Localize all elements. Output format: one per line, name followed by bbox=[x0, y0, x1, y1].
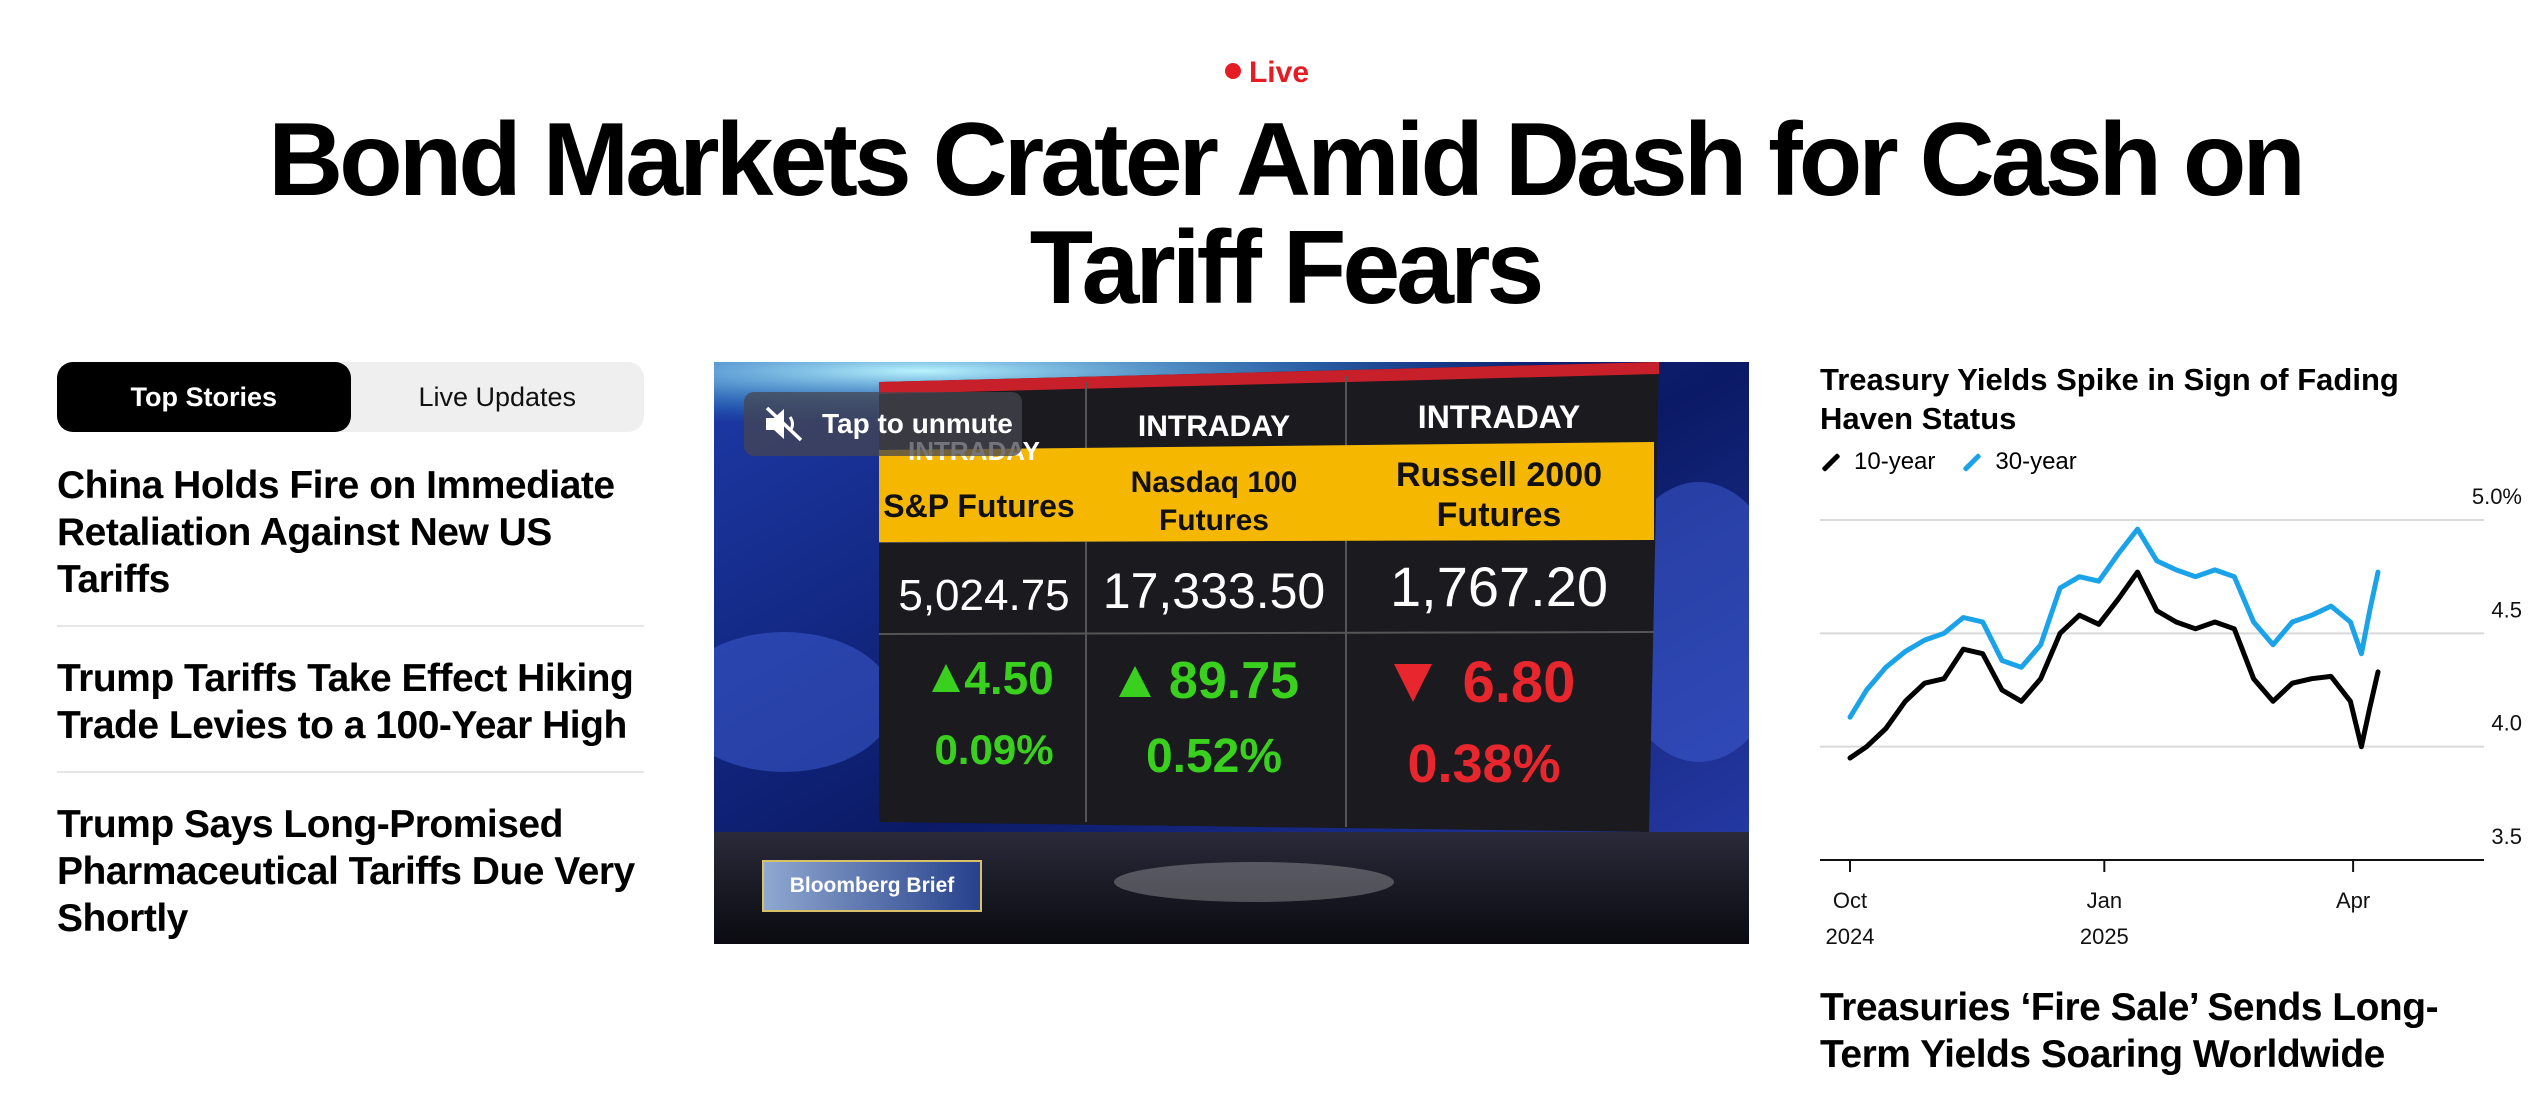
y-tick-label: 5.0% bbox=[2472, 484, 2522, 509]
board-price: 5,024.75 bbox=[898, 571, 1069, 620]
yield-chart: 5.0% 4.5 4.0 3.5 Oct 2024 Jan 2025 Apr bbox=[1820, 484, 2522, 949]
board-col-name: Nasdaq 100 bbox=[1131, 466, 1298, 499]
board-col-name: Futures bbox=[1437, 496, 1562, 534]
live-indicator: Live bbox=[0, 56, 2534, 90]
x-tick-sublabel: 2025 bbox=[2080, 924, 2129, 949]
y-tick-label: 3.5 bbox=[2491, 824, 2522, 849]
y-tick-label: 4.0 bbox=[2491, 711, 2522, 736]
legend-swatch bbox=[1821, 452, 1841, 472]
legend-item: 10-year bbox=[1820, 448, 1935, 476]
board-price: 17,333.50 bbox=[1103, 563, 1325, 619]
tab-top-stories[interactable]: Top Stories bbox=[57, 362, 351, 432]
x-tick-label: Apr bbox=[2336, 888, 2370, 913]
board-pct: 0.38% bbox=[1407, 734, 1560, 794]
unmute-label: Tap to unmute bbox=[822, 408, 1013, 439]
board-change: 89.75 bbox=[1169, 652, 1299, 710]
series-line-30-year bbox=[1847, 526, 2381, 720]
board-change: 4.50 bbox=[964, 652, 1054, 704]
bloomberg-brief-tag: Bloomberg Brief bbox=[762, 860, 982, 912]
board-col-header: INTRADAY bbox=[1138, 410, 1290, 443]
series-line-10-year bbox=[1847, 569, 2381, 761]
legend-swatch bbox=[1962, 452, 1982, 472]
live-dot-icon bbox=[1224, 63, 1241, 79]
x-tick-sublabel: 2024 bbox=[1826, 924, 1875, 949]
video-player[interactable]: INTRADAY INTRADAY INTRADAY S&P Futures N… bbox=[714, 362, 1749, 944]
story-list: China Holds Fire on Immediate Retaliatio… bbox=[57, 462, 644, 992]
y-tick-label: 4.5 bbox=[2491, 597, 2522, 622]
unmute-button[interactable]: Tap to unmute bbox=[744, 392, 1022, 456]
story-link[interactable]: Trump Tariffs Take Effect Hiking Trade L… bbox=[57, 655, 644, 773]
live-label: Live bbox=[1248, 56, 1310, 89]
board-pct: 0.09% bbox=[934, 726, 1053, 773]
legend-item: 30-year bbox=[1961, 448, 2077, 476]
legend-label: 10-year bbox=[1854, 448, 1936, 475]
sub-headline[interactable]: Treasuries ‘Fire Sale’ Sends Long-Term Y… bbox=[1820, 986, 2439, 1076]
chart-title[interactable]: Treasury Yields Spike in Sign of Fading … bbox=[1820, 362, 2399, 436]
board-col-name: Futures bbox=[1159, 504, 1269, 537]
board-col-name: Russell 2000 bbox=[1396, 456, 1602, 494]
speaker-muted-icon bbox=[765, 406, 803, 442]
story-tabs: Top Stories Live Updates bbox=[57, 362, 644, 432]
x-tick-label: Oct bbox=[1833, 888, 1867, 913]
down-arrow-icon bbox=[1394, 664, 1432, 702]
chart-legend: 10-year 30-year bbox=[1820, 448, 2103, 476]
video-frame: INTRADAY INTRADAY INTRADAY S&P Futures N… bbox=[714, 362, 1749, 944]
x-tick-label: Jan bbox=[2087, 888, 2122, 913]
up-arrow-icon bbox=[932, 664, 960, 692]
page-headline[interactable]: Bond Markets Crater Amid Dash for Cash o… bbox=[268, 102, 2306, 326]
story-link[interactable]: China Holds Fire on Immediate Retaliatio… bbox=[57, 462, 644, 627]
legend-label: 30-year bbox=[1995, 448, 2077, 475]
board-price: 1,767.20 bbox=[1390, 555, 1608, 618]
up-arrow-icon bbox=[1119, 666, 1151, 697]
story-link[interactable]: Trump Says Long-Promised Pharmaceutical … bbox=[57, 803, 635, 940]
board-pct: 0.52% bbox=[1146, 730, 1282, 783]
tab-live-updates[interactable]: Live Updates bbox=[418, 381, 577, 412]
board-col-name: S&P Futures bbox=[883, 488, 1074, 524]
board-col-header: INTRADAY bbox=[1418, 399, 1580, 435]
board-change: 6.80 bbox=[1463, 650, 1576, 715]
